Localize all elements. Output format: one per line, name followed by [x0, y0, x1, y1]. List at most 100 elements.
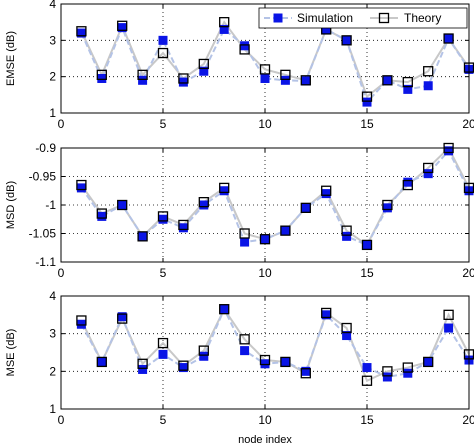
theory-point [423, 66, 434, 77]
x-tick-label: 20 [462, 117, 474, 131]
simulation-point [260, 359, 270, 369]
theory-point [117, 313, 128, 324]
theory-point [76, 315, 87, 326]
simulation-point [178, 223, 188, 233]
y-axis-label: MSE (dB) [5, 329, 17, 377]
simulation-point [138, 364, 148, 374]
simulation-point [403, 84, 413, 94]
x-tick-label: 15 [360, 266, 374, 280]
simulation-point [97, 73, 107, 83]
simulation-point [362, 97, 372, 107]
simulation-point [199, 66, 209, 76]
simulation-point [76, 319, 86, 329]
theory-point [157, 47, 169, 59]
simulation-point [321, 310, 331, 320]
y-tick-label: 3 [49, 33, 56, 47]
theory-point [198, 196, 209, 208]
x-tick-label: 15 [360, 413, 374, 427]
y-tick-label: -0.95 [29, 170, 57, 184]
theory-point [178, 73, 189, 84]
theory-point [219, 182, 230, 194]
legend-marker-theory [378, 12, 390, 24]
theory-point [280, 225, 291, 236]
y-tick-label: 4 [49, 289, 56, 303]
legend-label-simulation: Simulation [297, 11, 353, 25]
theory-point [137, 69, 148, 80]
theory-point [341, 225, 352, 236]
simulation-point [403, 368, 413, 378]
simulation-point [444, 34, 454, 44]
x-tick-label: 20 [462, 266, 474, 280]
x-tick-label: 10 [258, 413, 272, 427]
theory-point [259, 234, 271, 245]
panel-1: 0 5 10 15 20 1 2 3 4 EMSE (dB) Simulation Theory [5, 0, 474, 131]
simulation-point [76, 183, 86, 193]
theory-point [239, 44, 250, 55]
x-tick-label: 5 [160, 117, 167, 131]
theory-point [443, 309, 454, 320]
simulation-point [219, 24, 229, 34]
simulation-point [444, 323, 454, 333]
simulation-point [158, 35, 168, 45]
theory-point [96, 208, 107, 219]
theory-point [96, 356, 107, 368]
simulation-point [158, 214, 168, 224]
simulation-point [280, 75, 290, 85]
simulation-point [382, 372, 392, 382]
simulation-point [280, 226, 290, 236]
theory-point [423, 162, 434, 174]
simulation-point [117, 23, 127, 33]
simulation-point [423, 81, 433, 91]
theory-point [423, 356, 434, 368]
theory-point [239, 228, 250, 239]
theory-point [137, 358, 148, 369]
series-line-theory [80, 307, 470, 383]
simulation-point [117, 200, 127, 210]
x-tick-label: 10 [258, 117, 272, 131]
simulation-point [158, 349, 168, 359]
theory-point [198, 58, 209, 70]
simulation-point [199, 200, 209, 210]
simulation-point [423, 169, 433, 179]
simulation-point [301, 366, 311, 376]
simulation-point [280, 357, 290, 367]
theory-point [361, 375, 373, 386]
x-tick-label: 5 [160, 413, 167, 427]
x-axis-label: node index [238, 434, 292, 446]
theory-point [157, 211, 169, 222]
simulation-point [362, 363, 372, 373]
x-tick-label: 0 [58, 266, 65, 280]
theory-point [198, 345, 209, 356]
theory-point [321, 185, 332, 196]
simulation-point [138, 75, 148, 85]
panel-2: 0 5 10 15 20 -1.1 -1.05 -1 -0.95 -0.9 MSD (dB) [5, 141, 474, 280]
simulation-point [117, 312, 127, 322]
theory-point [117, 199, 128, 211]
x-tick-label: 0 [58, 413, 65, 427]
simulation-point [403, 177, 413, 187]
x-tick-label: 5 [160, 266, 167, 280]
x-tick-label: 0 [58, 117, 65, 131]
x-tick-label: 10 [258, 266, 272, 280]
series-line-simulation [80, 24, 470, 105]
theory-point [259, 354, 271, 366]
simulation-point [260, 234, 270, 244]
theory-point [219, 17, 230, 28]
theory-point [178, 360, 189, 371]
y-axis-label: MSD (dB) [5, 181, 17, 229]
theory-point [300, 202, 311, 214]
simulation-point [382, 75, 392, 85]
simulation-point [321, 189, 331, 199]
simulation-point [199, 351, 209, 361]
simulation-point [240, 346, 250, 356]
y-tick-label: -1 [45, 198, 56, 212]
y-tick-label: 3 [49, 327, 56, 341]
simulation-point [138, 231, 148, 241]
theory-point [443, 33, 454, 44]
y-axis-label: EMSE (dB) [5, 31, 17, 86]
legend-box [258, 7, 468, 29]
y-tick-label: 4 [49, 0, 56, 11]
theory-point [361, 239, 373, 251]
simulation-point [260, 73, 270, 83]
